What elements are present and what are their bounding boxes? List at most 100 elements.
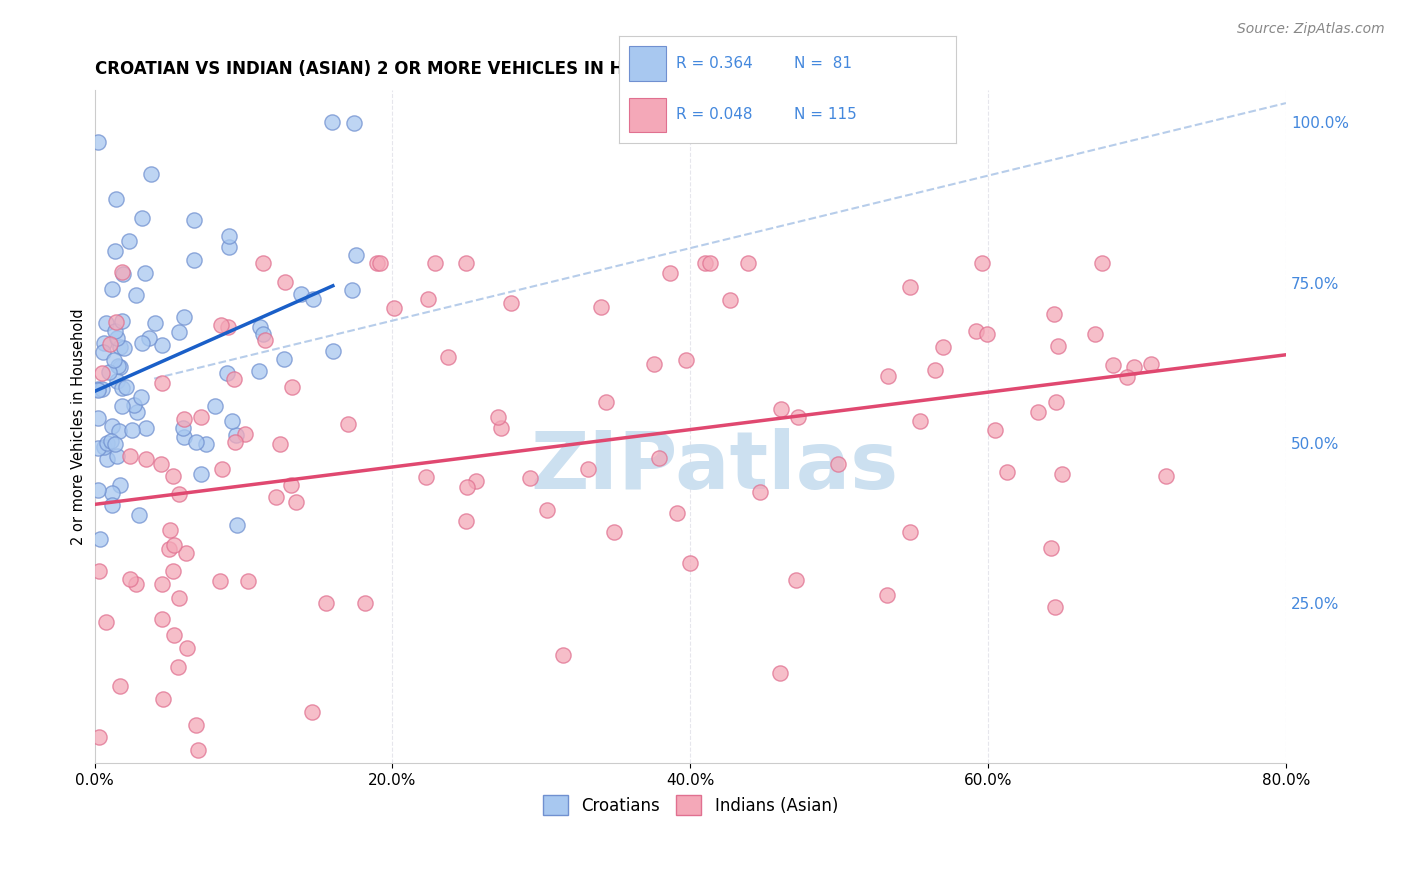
Point — [173, 310, 195, 325]
Point — [603, 525, 626, 540]
Point — [152, 692, 174, 706]
Point — [187, 743, 209, 757]
Point — [143, 316, 166, 330]
Point — [131, 211, 153, 226]
Point — [98, 336, 121, 351]
Point — [718, 293, 741, 307]
Point — [97, 365, 120, 379]
Point — [368, 256, 391, 270]
Point — [221, 414, 243, 428]
Point — [101, 282, 124, 296]
Point — [456, 480, 478, 494]
Point — [169, 326, 191, 340]
Point — [415, 470, 437, 484]
Point — [1040, 541, 1063, 555]
Point — [150, 612, 173, 626]
Point — [173, 411, 195, 425]
Point — [643, 357, 665, 371]
Point — [93, 440, 115, 454]
Point — [190, 410, 212, 425]
Point — [218, 228, 240, 243]
Point — [163, 538, 186, 552]
Point — [163, 628, 186, 642]
Point — [101, 419, 124, 434]
Point — [1043, 600, 1066, 615]
Point — [1043, 307, 1066, 321]
Point — [105, 449, 128, 463]
Point — [290, 286, 312, 301]
Point — [190, 467, 212, 481]
Point — [125, 576, 148, 591]
Point — [176, 546, 198, 560]
Point — [186, 717, 208, 731]
Point — [96, 435, 118, 450]
Point — [932, 340, 955, 354]
Point — [285, 494, 308, 508]
Point — [107, 330, 129, 344]
Point — [252, 327, 274, 342]
Point — [908, 414, 931, 428]
Point — [183, 213, 205, 227]
Point — [437, 350, 460, 364]
Point — [124, 398, 146, 412]
Point — [105, 374, 128, 388]
Point — [86, 382, 108, 396]
Point — [162, 564, 184, 578]
Point — [101, 498, 124, 512]
Point — [112, 267, 135, 281]
Point — [217, 366, 239, 380]
Point — [167, 591, 190, 606]
Point — [209, 318, 232, 333]
Point — [217, 319, 239, 334]
Point — [519, 471, 541, 485]
Point — [423, 256, 446, 270]
Point — [103, 244, 125, 258]
Point — [105, 192, 128, 206]
Point — [976, 327, 998, 342]
Point — [115, 380, 138, 394]
Point — [87, 483, 110, 497]
Point — [1154, 469, 1177, 483]
Point — [150, 576, 173, 591]
Point — [591, 301, 613, 315]
Text: CROATIAN VS INDIAN (ASIAN) 2 OR MORE VEHICLES IN HOUSEHOLD CORRELATION CHART: CROATIAN VS INDIAN (ASIAN) 2 OR MORE VEH… — [94, 60, 932, 78]
Point — [233, 427, 256, 442]
Point — [699, 256, 721, 270]
Point — [103, 353, 125, 368]
Point — [679, 556, 702, 570]
Point — [454, 256, 477, 270]
Point — [273, 352, 295, 367]
Point — [648, 450, 671, 465]
Point — [1102, 359, 1125, 373]
Point — [150, 376, 173, 390]
Point — [162, 469, 184, 483]
Text: Source: ZipAtlas.com: Source: ZipAtlas.com — [1237, 22, 1385, 37]
Point — [108, 679, 131, 693]
Point — [107, 359, 129, 374]
Point — [129, 390, 152, 404]
Point — [104, 315, 127, 329]
Point — [90, 366, 112, 380]
Point — [337, 417, 360, 432]
Text: R = 0.364: R = 0.364 — [676, 56, 752, 71]
Point — [247, 364, 270, 378]
Point — [120, 572, 142, 586]
Point — [96, 316, 118, 330]
Point — [157, 542, 180, 557]
Point — [139, 167, 162, 181]
Point — [536, 503, 558, 517]
Point — [416, 293, 439, 307]
Point — [86, 135, 108, 149]
Point — [659, 267, 682, 281]
Point — [595, 395, 617, 409]
Point — [924, 363, 946, 377]
Point — [553, 648, 575, 662]
Point — [110, 359, 132, 374]
Point — [112, 341, 135, 355]
Point — [121, 423, 143, 437]
Point — [159, 523, 181, 537]
Point — [111, 400, 134, 414]
Point — [1140, 357, 1163, 371]
Point — [769, 401, 792, 416]
Point — [301, 292, 323, 306]
